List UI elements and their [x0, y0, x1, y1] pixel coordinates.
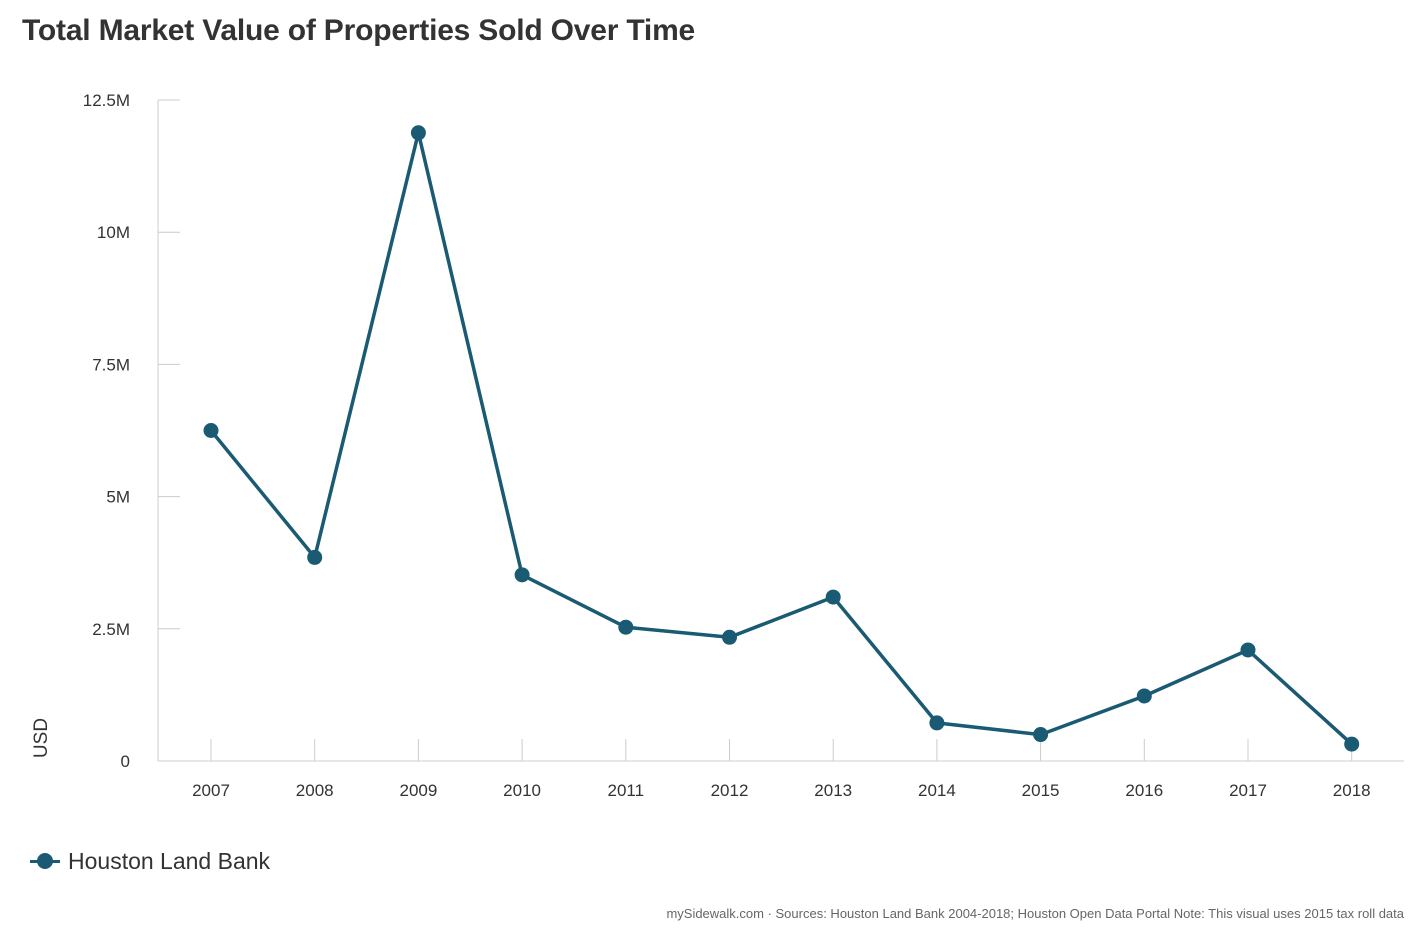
series-line — [209, 131, 1354, 746]
x-tick-label: 2017 — [1229, 781, 1267, 800]
y-tick-label: 2.5M — [92, 620, 130, 639]
data-point[interactable] — [1240, 642, 1256, 658]
x-tick-label: 2012 — [711, 781, 749, 800]
data-point[interactable] — [307, 549, 323, 565]
y-tick-label: 0 — [121, 752, 130, 771]
x-axis: 2007 2008 2009 2010 2011 2012 2013 2014 2015 2016… — [158, 739, 1404, 800]
line-chart: 0 2.5M 5M 7.5M 10M 12.5M 2007 2008 2009 2010 2011… — [31, 91, 1404, 800]
y-axis-title: USD — [31, 718, 52, 758]
data-point[interactable] — [203, 423, 219, 438]
chart-title: Total Market Value of Properties Sold Ov… — [22, 14, 696, 47]
data-point[interactable] — [929, 715, 945, 731]
y-tick-label: 10M — [97, 223, 130, 242]
data-point[interactable] — [722, 629, 737, 645]
data-point[interactable] — [1344, 736, 1360, 752]
data-point[interactable] — [1136, 688, 1152, 704]
x-tick-label: 2008 — [296, 781, 334, 800]
x-tick-label: 2016 — [1125, 781, 1163, 800]
x-tick-label: 2015 — [1022, 781, 1060, 800]
legend-label: Houston Land Bank — [68, 847, 271, 874]
x-tick-label: 2018 — [1333, 781, 1371, 800]
y-tick-label: 5M — [106, 488, 130, 507]
series-layer — [203, 125, 1360, 752]
x-tick-label: 2007 — [192, 781, 230, 800]
source-note: mySidewalk.com · Sources: Houston Land B… — [666, 906, 1404, 921]
legend-marker-icon — [30, 846, 60, 876]
y-tick-label: 7.5M — [92, 355, 130, 374]
data-point[interactable] — [1033, 727, 1049, 743]
x-tick-label: 2011 — [608, 781, 645, 800]
x-tick-label: 2013 — [814, 781, 852, 800]
data-point[interactable] — [618, 619, 634, 635]
y-tick-label: 12.5M — [83, 91, 130, 110]
data-point[interactable] — [825, 589, 841, 605]
x-tick-label: 2010 — [503, 781, 541, 800]
data-point[interactable] — [410, 125, 426, 141]
data-point[interactable] — [514, 567, 530, 583]
legend[interactable]: Houston Land Bank — [30, 846, 270, 876]
x-tick-label: 2009 — [399, 781, 437, 800]
y-axis: 0 2.5M 5M 7.5M 10M 12.5M — [83, 91, 180, 771]
x-tick-label: 2014 — [918, 781, 956, 800]
